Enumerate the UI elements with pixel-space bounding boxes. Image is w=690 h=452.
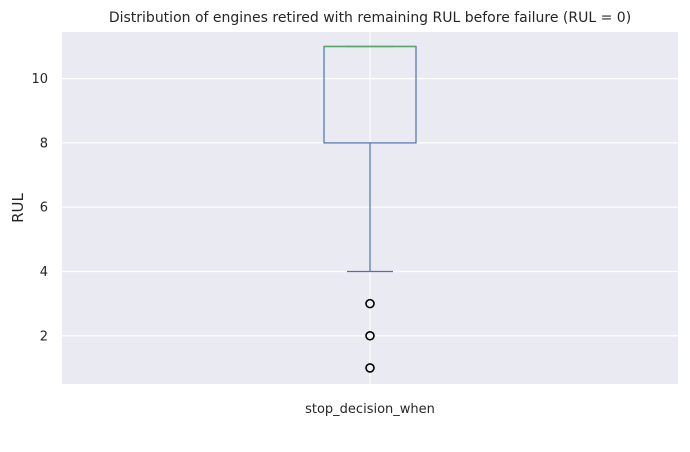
outlier-point (365, 363, 375, 373)
y-tick-label: 10 (31, 72, 48, 87)
x-tick-labels: stop_decision_when (305, 402, 435, 417)
outlier-point (365, 330, 375, 341)
y-tick-label: 2 (40, 329, 48, 344)
y-tick-label: 4 (40, 265, 48, 280)
boxes (323, 45, 417, 373)
x-tick-label: stop_decision_when (305, 402, 435, 417)
chart-title: Distribution of engines retired with rem… (109, 10, 631, 26)
y-tick-label: 8 (40, 136, 48, 151)
outlier-point (365, 298, 375, 309)
box-group (323, 45, 417, 373)
y-tick-label: 6 (40, 201, 48, 216)
y-tick-labels: 2 4 6 8 10 (31, 72, 48, 344)
y-axis-label: RUL (9, 192, 27, 222)
